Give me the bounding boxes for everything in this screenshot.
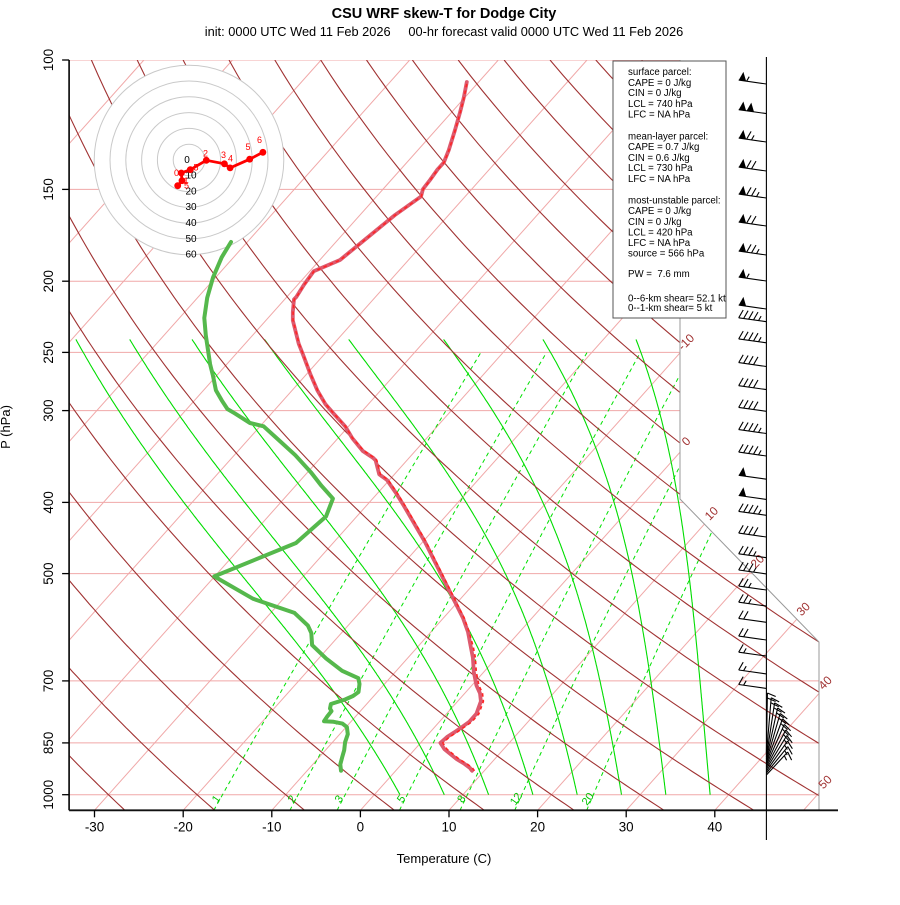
svg-text:source = 566 hPa: source = 566 hPa (628, 249, 705, 260)
svg-text:5: 5 (245, 142, 250, 152)
svg-text:10: 10 (442, 819, 457, 834)
svg-text:2: 2 (203, 149, 208, 159)
svg-text:0--1-km shear= 5 kt: 0--1-km shear= 5 kt (628, 303, 713, 314)
svg-text:20: 20 (530, 819, 545, 834)
svg-text:surface parcel:: surface parcel: (628, 67, 692, 78)
svg-text:LCL = 420 hPa: LCL = 420 hPa (628, 227, 693, 238)
svg-text:LFC = NA hPa: LFC = NA hPa (628, 174, 691, 185)
svg-text:5: 5 (184, 181, 189, 191)
svg-text:50: 50 (185, 234, 197, 245)
svg-text:30: 30 (619, 819, 634, 834)
svg-text:LFC = NA hPa: LFC = NA hPa (628, 110, 691, 121)
svg-text:init: 0000 UTC Wed 11 Feb 2026: init: 0000 UTC Wed 11 Feb 2026 00-hr for… (205, 24, 683, 39)
svg-text:LCL = 730 hPa: LCL = 730 hPa (628, 163, 693, 174)
svg-text:1000: 1000 (41, 780, 56, 810)
svg-text:-30: -30 (85, 819, 104, 834)
svg-text:5: 5 (193, 163, 198, 173)
svg-text:CSU WRF skew-T for Dodge City: CSU WRF skew-T for Dodge City (332, 6, 557, 22)
svg-text:CIN = 0 J/kg: CIN = 0 J/kg (628, 217, 682, 228)
svg-text:30: 30 (185, 202, 197, 213)
svg-text:500: 500 (41, 562, 56, 584)
svg-text:CIN = 0 J/kg: CIN = 0 J/kg (628, 88, 682, 99)
svg-text:CAPE = 0 J/kg: CAPE = 0 J/kg (628, 206, 691, 217)
svg-text:300: 300 (41, 399, 56, 421)
svg-text:60: 60 (185, 250, 197, 261)
svg-text:6: 6 (257, 135, 262, 145)
svg-text:850: 850 (41, 732, 56, 754)
svg-text:-20: -20 (174, 819, 193, 834)
svg-text:100: 100 (41, 49, 56, 71)
svg-text:LCL = 740 hPa: LCL = 740 hPa (628, 99, 693, 110)
svg-text:LFC = NA hPa: LFC = NA hPa (628, 238, 691, 249)
svg-text:0: 0 (174, 168, 179, 178)
svg-text:4: 4 (228, 154, 233, 164)
svg-text:400: 400 (41, 491, 56, 513)
svg-text:most-unstable parcel:: most-unstable parcel: (628, 196, 721, 207)
svg-text:40: 40 (707, 819, 722, 834)
svg-text:0: 0 (357, 819, 364, 834)
svg-text:150: 150 (41, 178, 56, 200)
svg-text:0: 0 (184, 155, 190, 166)
svg-text:CAPE = 0.7 J/kg: CAPE = 0.7 J/kg (628, 142, 699, 153)
svg-text:3: 3 (221, 150, 226, 160)
svg-text:250: 250 (41, 341, 56, 363)
svg-text:Temperature (C): Temperature (C) (397, 851, 492, 866)
svg-text:200: 200 (41, 270, 56, 292)
svg-text:700: 700 (41, 670, 56, 692)
svg-text:P (hPa): P (hPa) (0, 405, 13, 449)
svg-text:mean-layer parcel:: mean-layer parcel: (628, 132, 708, 143)
svg-text:PW = 7.6 mm: PW = 7.6 mm (628, 269, 690, 280)
svg-text:-10: -10 (262, 819, 281, 834)
svg-text:40: 40 (185, 218, 197, 229)
